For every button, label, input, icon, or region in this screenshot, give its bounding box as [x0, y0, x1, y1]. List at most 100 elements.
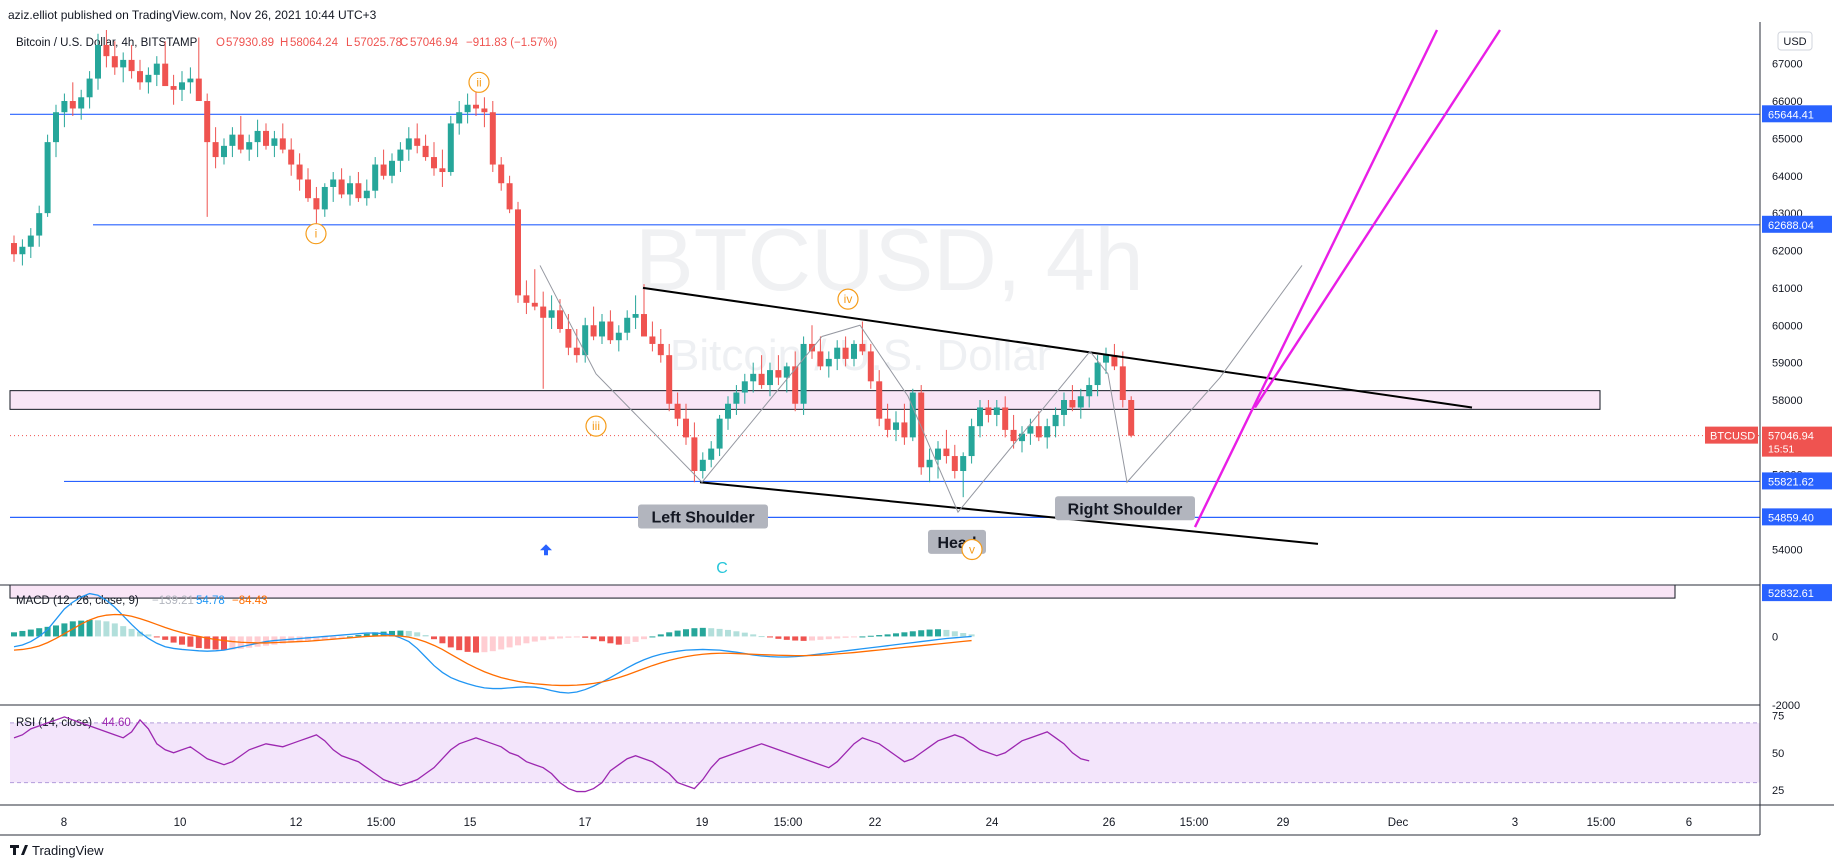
candle-body[interactable]: [951, 456, 958, 472]
macd-histogram-bar[interactable]: [27, 629, 34, 637]
macd-histogram-bar[interactable]: [800, 636, 807, 641]
candle-body[interactable]: [926, 459, 933, 468]
candle-body[interactable]: [834, 347, 841, 359]
macd-histogram-bar[interactable]: [120, 626, 127, 637]
candle-body[interactable]: [153, 63, 160, 75]
macd-histogram-bar[interactable]: [489, 636, 496, 652]
candle-body[interactable]: [1069, 400, 1076, 408]
macd-histogram-bar[interactable]: [725, 629, 731, 637]
macd-histogram-bar[interactable]: [758, 636, 765, 638]
candle-body[interactable]: [733, 392, 740, 404]
candle-body[interactable]: [128, 59, 135, 72]
macd-histogram-bar[interactable]: [414, 632, 421, 637]
candle-body[interactable]: [1128, 400, 1135, 436]
candle-body[interactable]: [246, 142, 253, 150]
macd-histogram-bar[interactable]: [103, 621, 110, 637]
macd-histogram-bar[interactable]: [296, 636, 303, 642]
candle-body[interactable]: [817, 351, 824, 367]
candle-body[interactable]: [960, 456, 967, 472]
candle-body[interactable]: [1035, 426, 1042, 438]
candle-body[interactable]: [11, 243, 17, 255]
macd-histogram-bar[interactable]: [607, 636, 614, 644]
macd-histogram-bar[interactable]: [321, 636, 328, 640]
macd-histogram-bar[interactable]: [825, 636, 832, 640]
candle-body[interactable]: [61, 101, 68, 113]
channel-line-right[interactable]: [1253, 29, 1502, 409]
candle-body[interactable]: [506, 183, 513, 210]
candle-body[interactable]: [725, 403, 731, 419]
candle-body[interactable]: [212, 142, 219, 158]
macd-histogram-bar[interactable]: [968, 634, 975, 637]
candle-body[interactable]: [767, 370, 773, 386]
candle-body[interactable]: [683, 418, 689, 438]
candle-body[interactable]: [1111, 355, 1118, 367]
macd-histogram-bar[interactable]: [792, 636, 799, 641]
lower-trendline[interactable]: [699, 481, 1319, 545]
candle-body[interactable]: [599, 321, 605, 337]
candle-body[interactable]: [481, 108, 488, 113]
candle-body[interactable]: [78, 97, 85, 109]
wave-label-circle[interactable]: [585, 415, 607, 437]
macd-histogram-bar[interactable]: [187, 636, 194, 647]
candle-body[interactable]: [439, 168, 446, 173]
candle-body[interactable]: [338, 179, 345, 195]
macd-histogram-bar[interactable]: [137, 631, 143, 637]
macd-histogram-bar[interactable]: [716, 628, 723, 637]
macd-histogram-bar[interactable]: [775, 636, 782, 639]
candle-body[interactable]: [1002, 407, 1009, 430]
candle-body[interactable]: [103, 44, 110, 57]
macd-histogram-bar[interactable]: [397, 630, 404, 637]
macd-histogram-bar[interactable]: [582, 636, 589, 638]
macd-histogram-bar[interactable]: [19, 630, 26, 637]
candle-body[interactable]: [557, 310, 563, 329]
candle-body[interactable]: [69, 101, 76, 109]
upper-trendline[interactable]: [642, 286, 1473, 409]
projected-path[interactable]: [539, 265, 1303, 514]
candle-body[interactable]: [935, 448, 941, 460]
macd-histogram-bar[interactable]: [901, 632, 908, 637]
macd-histogram-bar[interactable]: [145, 634, 152, 637]
candle-body[interactable]: [977, 407, 983, 427]
candle-body[interactable]: [657, 343, 664, 356]
candle-body[interactable]: [884, 418, 891, 430]
candle-body[interactable]: [615, 332, 622, 341]
macd-histogram-bar[interactable]: [960, 633, 967, 637]
candle-body[interactable]: [1077, 396, 1084, 408]
pattern-label-box[interactable]: [1055, 496, 1195, 521]
macd-histogram-bar[interactable]: [590, 636, 597, 640]
macd-histogram-bar[interactable]: [859, 636, 866, 638]
candle-body[interactable]: [422, 145, 429, 158]
candle-body[interactable]: [918, 392, 925, 468]
macd-pane[interactable]: MACD (12, 26, close, 9) −139.21 54.78 −84.4…: [11, 592, 975, 694]
macd-histogram-bar[interactable]: [842, 636, 849, 638]
candle-body[interactable]: [372, 164, 379, 191]
candle-body[interactable]: [515, 209, 521, 296]
candle-body[interactable]: [792, 366, 799, 404]
candle-body[interactable]: [968, 426, 975, 457]
macd-histogram-bar[interactable]: [741, 632, 748, 637]
candle-body[interactable]: [540, 306, 547, 318]
macd-histogram-bar[interactable]: [666, 632, 673, 637]
candle-body[interactable]: [86, 78, 93, 98]
macd-histogram-bar[interactable]: [95, 620, 101, 637]
macd-histogram-bar[interactable]: [128, 628, 135, 637]
candle-body[interactable]: [893, 422, 899, 430]
macd-histogram-bar[interactable]: [111, 623, 118, 637]
macd-histogram-bar[interactable]: [204, 636, 211, 649]
candle-body[interactable]: [548, 310, 555, 318]
candle-body[interactable]: [867, 351, 874, 382]
macd-histogram-bar[interactable]: [750, 634, 757, 637]
candle-body[interactable]: [229, 134, 236, 146]
candle-body[interactable]: [582, 325, 589, 356]
candle-body[interactable]: [120, 59, 127, 68]
candle-body[interactable]: [624, 317, 631, 333]
macd-histogram-bar[interactable]: [809, 636, 815, 641]
macd-histogram-bar[interactable]: [86, 619, 93, 637]
candle-body[interactable]: [641, 314, 647, 337]
candle-body[interactable]: [195, 78, 202, 102]
macd-histogram-bar[interactable]: [431, 636, 437, 640]
candle-body[interactable]: [943, 448, 950, 457]
macd-histogram-bar[interactable]: [935, 629, 941, 637]
candle-body[interactable]: [397, 149, 404, 161]
